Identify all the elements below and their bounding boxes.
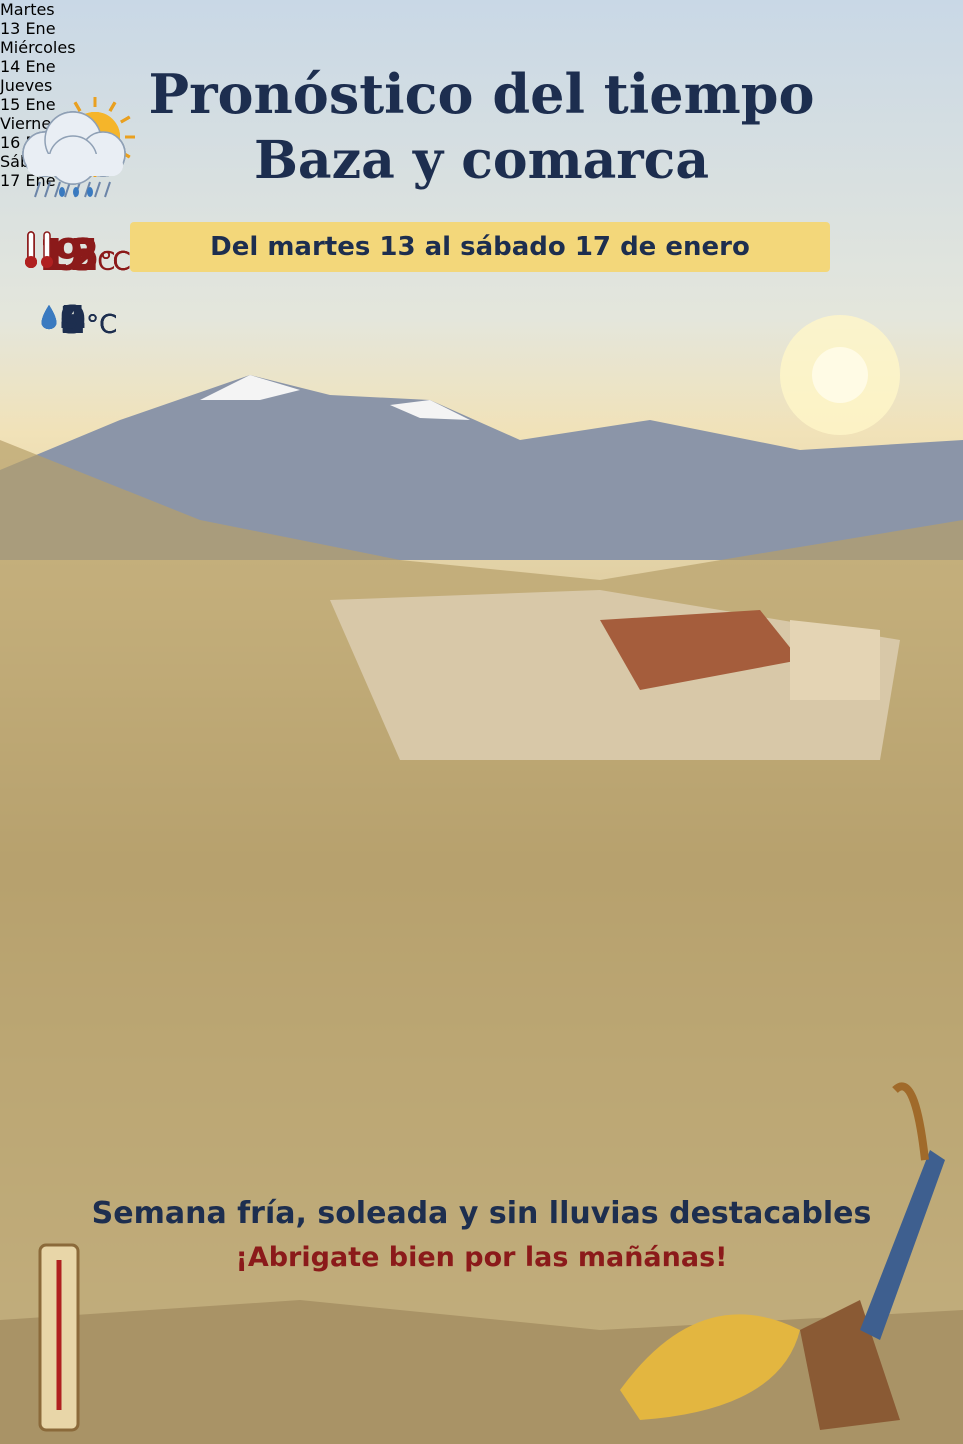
high-unit: °C [99,247,131,277]
rain [54,181,61,198]
day-name: Viernes [0,114,60,133]
high-unit: °C [99,247,131,277]
low-unit: °C [86,310,118,340]
weather-icon [22,97,135,185]
drop [73,187,79,197]
rain [34,181,41,198]
thermometer-icon [25,231,38,268]
forecast-cards: Martes 13 Ene 15°C 2°C Miércoles 14 Ene 13°C 0°… [0,0,963,342]
low-value: 0 [59,298,87,342]
advice: ¡Abrigate bien por las mañánas! [235,1242,728,1273]
day-date: 15 Ene [0,95,56,114]
cloud-part [27,154,123,176]
drop [87,187,93,197]
rain [94,181,101,198]
thermo [40,256,53,268]
rain [104,181,111,198]
day-name: Miércoles [0,38,76,57]
date-banner: Del martes 13 al sábado 17 de enero [130,222,830,272]
low-value: 5 [59,298,87,342]
low-unit: °C [86,310,118,340]
low-unit: °C [86,310,118,340]
day-header: Martes 13 Ene [0,0,963,38]
high-value: 9 [53,230,85,281]
day-name: Jueves [0,76,53,95]
day-date: 14 Ene [0,57,56,76]
thermo [42,231,51,261]
low-value: 2 [59,298,87,342]
sun-ray [73,101,82,112]
day-date: 13 Ene [0,19,56,38]
day-header: Jueves 15 Ene [0,76,963,114]
high-unit: °C [99,247,131,277]
rain [64,181,71,198]
high-temp: 9°C [0,230,155,281]
sun-ray [108,101,117,112]
title: Pronóstico del tiempo [148,62,815,126]
low-value: 9 [59,298,87,342]
low-unit: °C [86,310,118,340]
thermo [25,256,38,268]
thermometer-icon [40,231,53,268]
drop [41,305,57,330]
subtitle: Baza y comarca [253,130,710,191]
summary: Semana fría, soleada y sin lluvias desta… [91,1196,872,1231]
high-unit: °C [84,247,116,277]
drop [59,187,65,197]
low-temp: 9°C [0,298,155,342]
day-name: Martes [0,0,55,19]
low-value: 4 [59,298,87,342]
rain [44,181,51,198]
high-unit: °C [99,247,131,277]
drop-icon [41,305,57,330]
low-unit: °C [86,310,118,340]
sun-ray [120,115,131,124]
day-header: Miércoles 14 Ene [0,38,963,76]
